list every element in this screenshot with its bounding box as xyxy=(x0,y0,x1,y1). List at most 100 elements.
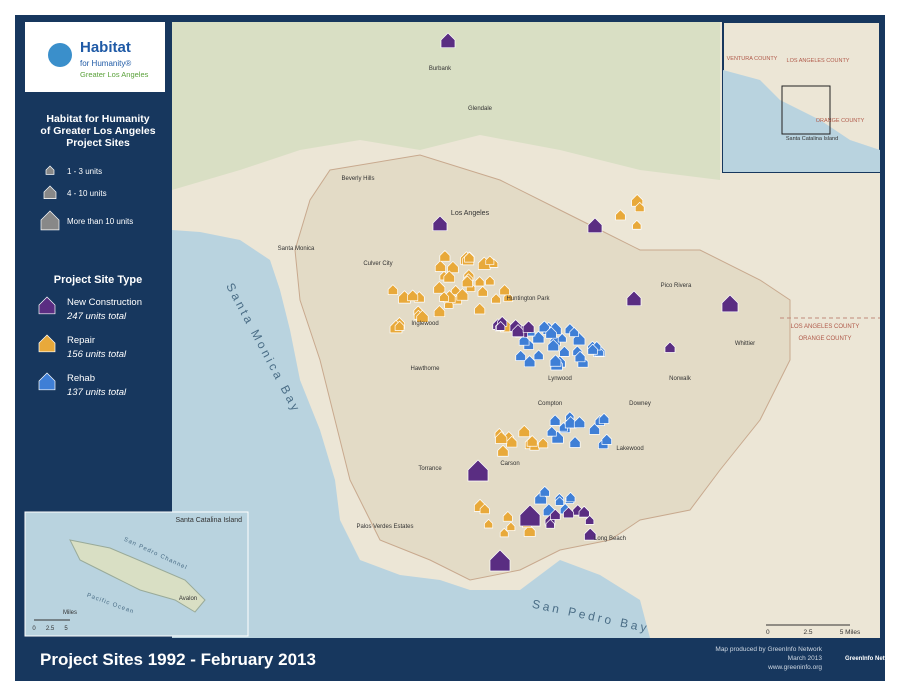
place-label: Hawthorne xyxy=(410,366,440,372)
place-label: Compton xyxy=(538,401,562,407)
legend-size-icon xyxy=(45,165,55,175)
site-marker xyxy=(485,255,495,265)
place-label: ORANGE COUNTY xyxy=(798,336,851,342)
site-marker xyxy=(474,302,486,315)
legend-title: Habitat for Humanity of Greater Los Angel… xyxy=(40,113,155,149)
site-marker xyxy=(563,506,574,519)
urban-area xyxy=(294,154,791,581)
scale-label: 2.5 xyxy=(46,626,55,632)
logo-region: Greater Los Angeles xyxy=(80,70,149,79)
place-label: Pico Rivera xyxy=(661,283,692,289)
site-marker xyxy=(634,201,645,213)
site-marker xyxy=(506,521,516,531)
legend-type-name: New Construction xyxy=(67,297,142,308)
locator-extent xyxy=(781,85,831,135)
place-label: Santa Monica xyxy=(278,246,315,252)
site-marker xyxy=(601,433,612,445)
site-marker xyxy=(632,219,642,230)
site-marker xyxy=(549,414,561,426)
place-label: LOS ANGELES COUNTY xyxy=(791,324,860,330)
credit: March 2013 xyxy=(788,655,823,662)
site-marker xyxy=(538,437,549,449)
credit: www.greeninfo.org xyxy=(767,664,822,671)
place-label: Burbank xyxy=(429,66,452,72)
site-marker xyxy=(615,209,626,221)
locator-label: Santa Catalina Island xyxy=(786,136,838,142)
place-label: Lakewood xyxy=(616,446,643,452)
place-label: Inglewood xyxy=(411,321,438,327)
site-marker xyxy=(443,270,456,283)
site-marker xyxy=(491,293,501,304)
site-marker xyxy=(433,305,446,318)
legend-type-icon xyxy=(38,296,56,315)
greeninfo-logo: GreenInfo Network xyxy=(845,656,899,662)
site-marker xyxy=(555,496,565,506)
site-marker xyxy=(585,515,595,525)
site-marker xyxy=(495,431,508,444)
site-marker xyxy=(584,527,597,541)
catalina-island xyxy=(69,539,206,613)
site-marker xyxy=(598,412,610,424)
site-marker xyxy=(479,503,490,515)
site-marker xyxy=(416,309,429,323)
site-marker xyxy=(589,423,600,435)
legend-size-label: More than 10 units xyxy=(67,217,133,226)
place-label: Beverly Hills xyxy=(341,176,374,182)
site-marker xyxy=(557,333,567,343)
site-marker xyxy=(518,424,531,438)
place-label: Downey xyxy=(629,401,651,407)
site-marker xyxy=(569,436,581,448)
mountains xyxy=(172,22,720,190)
site-marker xyxy=(439,291,449,302)
site-marker xyxy=(499,284,510,296)
site-marker xyxy=(547,339,560,352)
scale-label: 2.5 xyxy=(803,629,812,636)
scale-label: 0 xyxy=(32,626,36,632)
site-marker xyxy=(559,345,570,357)
site-marker xyxy=(440,32,456,49)
legend-type-total: 156 units total xyxy=(67,349,127,360)
site-marker xyxy=(467,459,489,482)
site-marker xyxy=(511,324,525,338)
place-label: Long Beach xyxy=(594,536,626,542)
footer xyxy=(15,638,885,681)
site-marker xyxy=(461,275,473,288)
place-label: Los Angeles xyxy=(451,210,490,217)
legend-type-title: Project Site Type xyxy=(54,274,142,286)
site-marker xyxy=(394,320,405,331)
site-marker xyxy=(485,275,495,286)
logo-sub: for Humanity® xyxy=(80,59,131,68)
locator-label: LOS ANGELES COUNTY xyxy=(787,58,850,64)
site-marker xyxy=(496,321,506,331)
inset-label: Avalon xyxy=(179,596,197,602)
place-label: Whittier xyxy=(735,341,755,347)
locator-label: VENTURA COUNTY xyxy=(727,56,778,62)
site-marker xyxy=(502,511,513,522)
site-marker xyxy=(519,504,541,527)
scale-label: 5 xyxy=(64,626,68,632)
place-label: Carson xyxy=(500,461,519,467)
legend-type-name: Repair xyxy=(67,335,95,346)
site-marker xyxy=(573,416,586,429)
footer-title: Project Sites 1992 - February 2013 xyxy=(40,650,316,669)
legend-type-name: Rehab xyxy=(67,373,95,384)
site-marker xyxy=(474,276,485,287)
site-marker xyxy=(439,250,451,262)
site-marker xyxy=(515,349,526,361)
credit: Map produced by GreenInfo Network xyxy=(715,646,822,653)
site-marker xyxy=(545,326,557,339)
site-marker xyxy=(664,341,676,353)
legend-type-icon xyxy=(38,372,56,391)
site-marker xyxy=(550,508,561,520)
site-marker xyxy=(569,326,579,337)
site-marker xyxy=(549,354,562,367)
logo-box xyxy=(25,22,165,92)
scale-label: 5 Miles xyxy=(840,629,861,636)
place-label: Glendale xyxy=(468,106,493,112)
legend-size-icon xyxy=(43,185,57,199)
logo-mark xyxy=(48,43,72,67)
legend-size-label: 4 - 10 units xyxy=(67,189,107,198)
place-label: Norwalk xyxy=(669,376,692,382)
